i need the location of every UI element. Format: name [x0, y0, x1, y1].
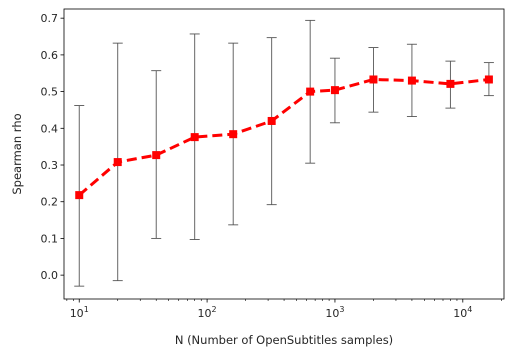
data-point — [484, 75, 493, 84]
data-markers — [75, 75, 493, 200]
x-tick-label: 102 — [198, 305, 217, 320]
y-tick-label: 0.5 — [41, 86, 59, 99]
x-tick-base: 10 — [70, 307, 84, 320]
data-point — [190, 133, 199, 142]
y-tick-label: 0.1 — [41, 232, 59, 245]
y-tick-label: 0.0 — [41, 269, 59, 282]
data-point — [407, 76, 416, 85]
data-point — [330, 86, 339, 95]
x-tick-exponent: 1 — [84, 305, 89, 314]
y-tick-label: 0.2 — [41, 196, 59, 209]
data-point — [306, 87, 315, 96]
y-axis-label: Spearman rho — [10, 113, 24, 194]
x-tick-exponent: 2 — [212, 305, 217, 314]
x-axis-ticks: 101 102 103 104 — [66, 299, 502, 320]
x-tick-exponent: 3 — [339, 305, 344, 314]
data-point — [113, 158, 122, 167]
x-tick-label: 101 — [70, 305, 89, 320]
x-tick-label: 104 — [453, 305, 472, 320]
x-tick-label: 103 — [325, 305, 344, 320]
y-tick-label: 0.7 — [41, 12, 59, 25]
x-tick-base: 10 — [325, 307, 339, 320]
x-tick-exponent: 4 — [467, 305, 472, 314]
data-point — [152, 151, 161, 160]
series-line-group — [78, 77, 490, 197]
series-line — [78, 77, 490, 197]
x-axis-label: N (Number of OpenSubtitles samples) — [175, 333, 393, 347]
data-point — [267, 116, 276, 125]
data-point — [446, 79, 455, 88]
y-axis-ticks: 0.0 0.1 0.2 0.3 0.4 0.5 0.6 0.7 — [41, 12, 64, 282]
data-point — [229, 130, 238, 139]
data-point — [369, 75, 378, 84]
x-tick-base: 10 — [453, 307, 467, 320]
y-tick-label: 0.3 — [41, 159, 59, 172]
data-point — [75, 191, 84, 200]
x-tick-base: 10 — [198, 307, 212, 320]
y-tick-label: 0.6 — [41, 49, 59, 62]
y-tick-label: 0.4 — [41, 122, 59, 135]
